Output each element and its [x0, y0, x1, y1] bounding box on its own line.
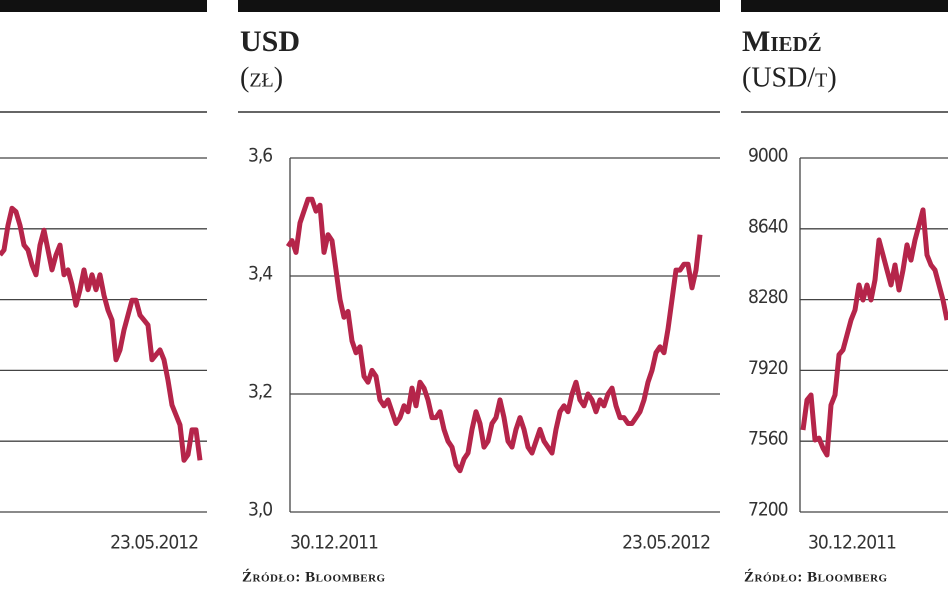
- chart-title: USD: [240, 25, 300, 58]
- chart-subtitle: (zł): [240, 62, 283, 93]
- panel-bar: [238, 0, 720, 12]
- source: Źródło: Bloomberg: [242, 568, 386, 585]
- x-tick-label: 30.12.2011: [290, 532, 378, 554]
- y-tick-label: 3,6: [248, 145, 272, 167]
- y-tick-label: 3,4: [248, 263, 272, 285]
- x-tick-label: 30.12.2011: [808, 532, 896, 554]
- y-tick-label: 7200: [748, 499, 788, 521]
- y-tick-label: 8280: [748, 286, 788, 308]
- data-line: [0, 205, 203, 463]
- panel-bar: [741, 0, 948, 12]
- y-tick-label: 9000: [748, 145, 788, 167]
- data-line: [285, 196, 703, 474]
- y-tick-label: 7920: [748, 357, 788, 379]
- y-tick-label: 7560: [748, 428, 788, 450]
- data-line: [800, 207, 948, 458]
- y-tick-label: 3,0: [248, 499, 272, 521]
- x-tick-label: 23.05.2012: [110, 532, 198, 554]
- y-tick-label: 3,2: [248, 381, 272, 403]
- x-tick-label: 23.05.2012: [622, 532, 710, 554]
- y-tick-label: 8640: [748, 215, 788, 237]
- chart-title: Miedź: [742, 25, 822, 58]
- chart-subtitle: (USD/t): [742, 62, 837, 93]
- panel-bar: [0, 0, 207, 12]
- source: Źródło: Bloomberg: [744, 568, 888, 585]
